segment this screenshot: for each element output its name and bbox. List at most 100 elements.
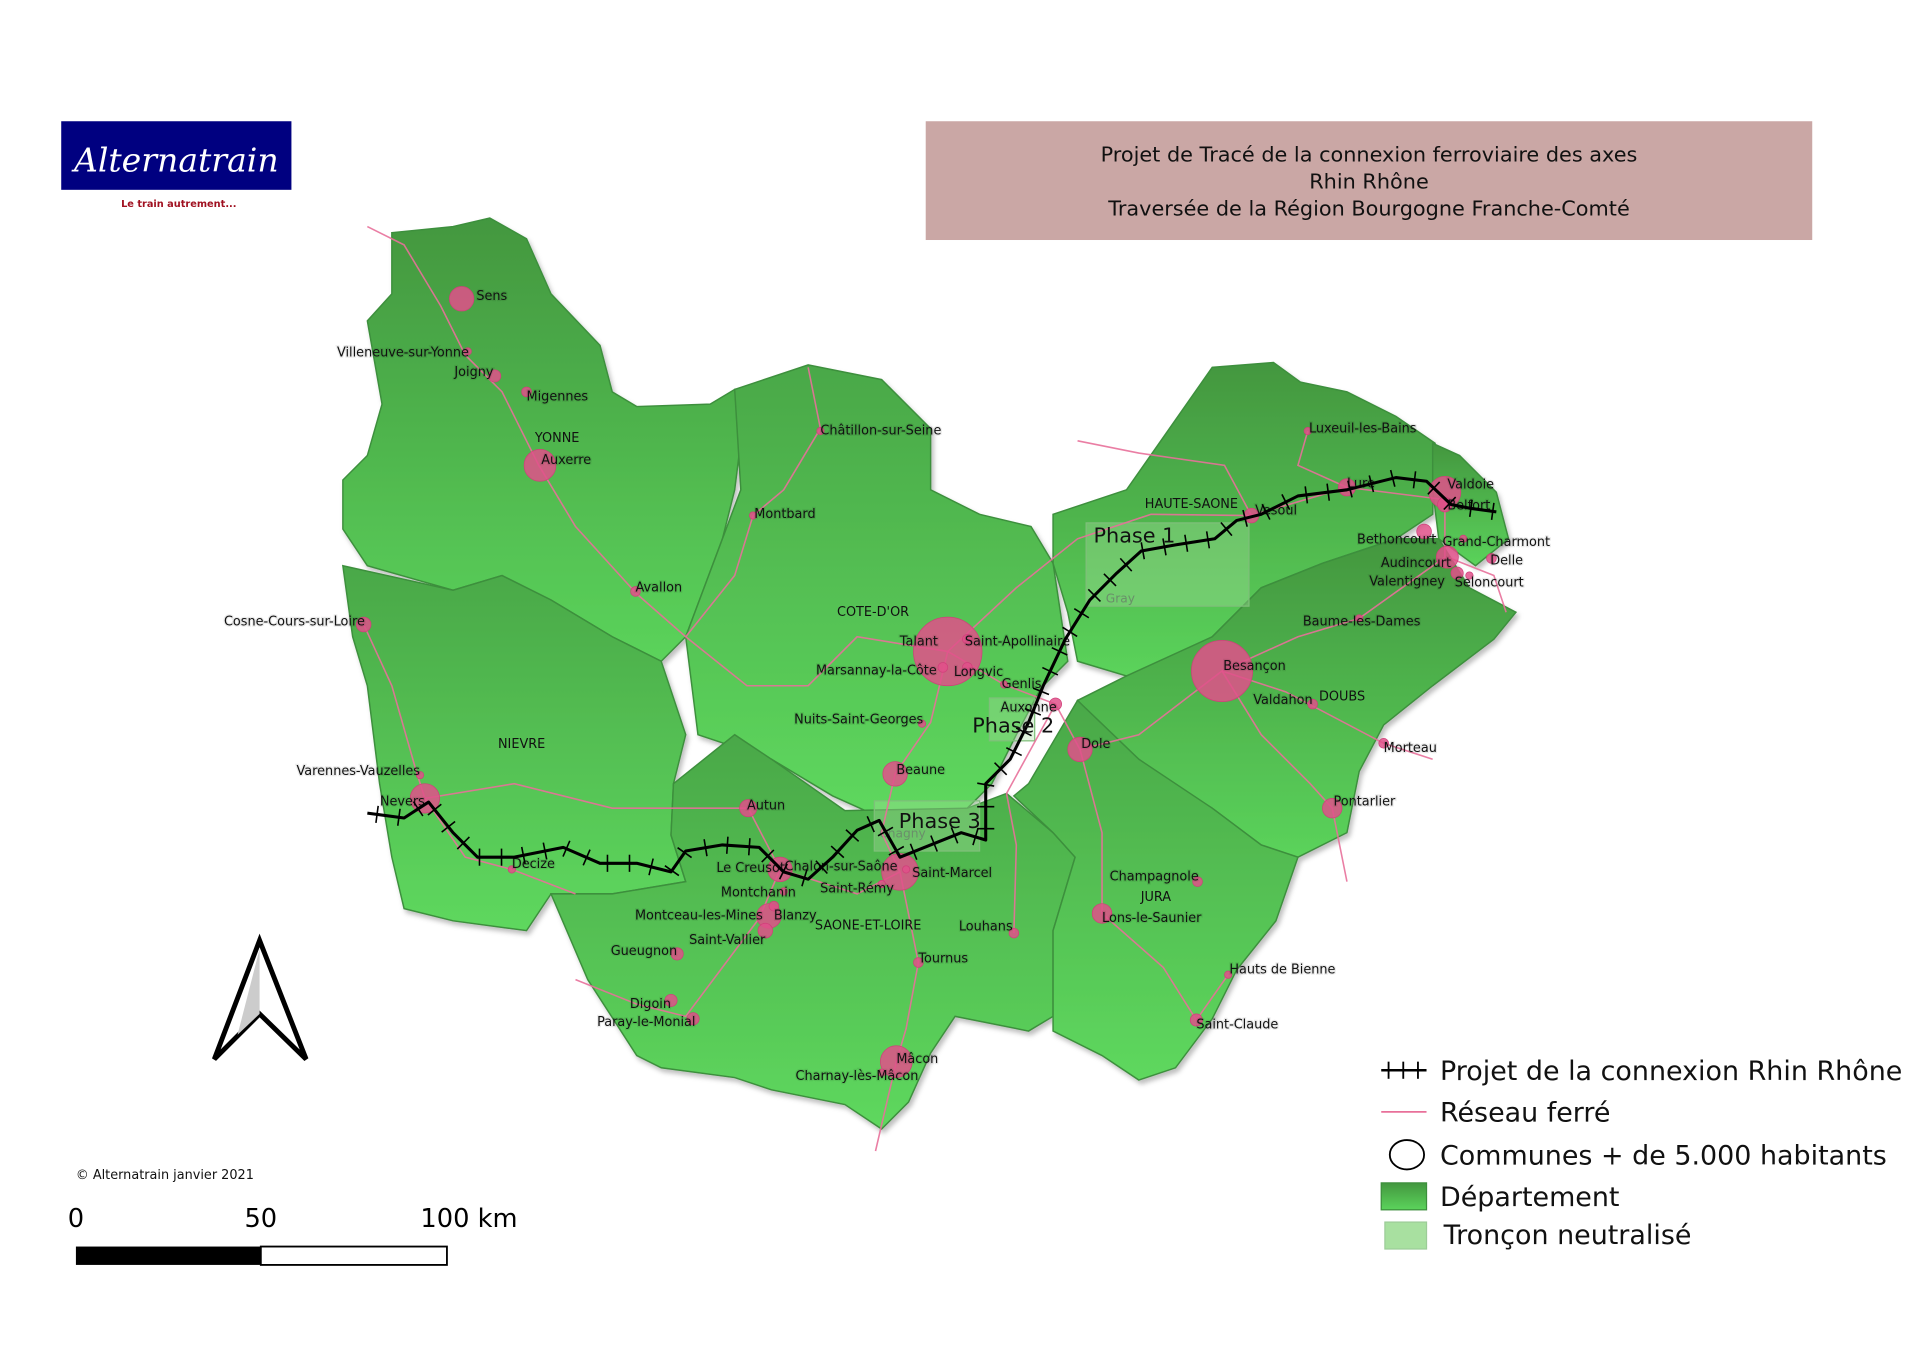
city-marker[interactable] bbox=[1486, 553, 1497, 564]
city-marker[interactable] bbox=[523, 449, 557, 482]
city-seloncourt[interactable]: Seloncourt bbox=[1453, 571, 1525, 592]
city-marker[interactable] bbox=[449, 286, 475, 312]
city-avallon[interactable]: Avallon bbox=[630, 579, 683, 597]
city-pontarlier[interactable]: Pontarlier bbox=[1322, 794, 1397, 819]
city-marker[interactable] bbox=[880, 1045, 913, 1078]
city-hauts-de-bienne[interactable]: Hauts de Bienne bbox=[1224, 961, 1337, 979]
city-marker[interactable] bbox=[415, 771, 425, 780]
city-audincourt[interactable]: Audincourt bbox=[1380, 545, 1459, 572]
city-marker[interactable] bbox=[1307, 698, 1318, 710]
city-villeneuve-sur-yonne[interactable]: Villeneuve-sur-Yonne bbox=[336, 344, 472, 362]
city-saint-apollinaire[interactable]: Saint-Apollinaire bbox=[962, 633, 1071, 651]
city-blanzy[interactable]: Blanzy bbox=[768, 900, 818, 925]
city-marker[interactable] bbox=[739, 799, 758, 818]
city-migennes[interactable]: Migennes bbox=[521, 386, 590, 406]
city-saint-claude[interactable]: Saint-Claude bbox=[1189, 1013, 1280, 1034]
city-marker[interactable] bbox=[779, 887, 788, 896]
city-saint-remy[interactable]: Saint-Rémy bbox=[819, 880, 895, 898]
city-marker[interactable] bbox=[1191, 640, 1254, 703]
city-marker[interactable] bbox=[962, 633, 973, 645]
city-marker[interactable] bbox=[670, 947, 684, 961]
city-marker[interactable] bbox=[902, 865, 911, 874]
city-marker[interactable] bbox=[1378, 738, 1389, 749]
city-marker[interactable] bbox=[355, 616, 372, 633]
city-marker[interactable] bbox=[816, 427, 825, 436]
city-chatillon-sur-seine[interactable]: Châtillon-sur-Seine bbox=[816, 422, 943, 440]
city-auxonne[interactable]: Auxonne bbox=[999, 697, 1062, 717]
city-valdahon[interactable]: Valdahon bbox=[1252, 692, 1318, 710]
city-valentigney[interactable]: Valentigney bbox=[1368, 566, 1464, 591]
city-grand-charmont[interactable]: Grand-Charmont bbox=[1441, 534, 1551, 551]
city-louhans[interactable]: Louhans bbox=[958, 918, 1020, 939]
department-saone-et-loire[interactable] bbox=[549, 733, 1076, 1130]
city-marker[interactable] bbox=[630, 586, 641, 597]
city-marker[interactable] bbox=[913, 957, 924, 968]
city-cosne-cours-sur-loire[interactable]: Cosne-Cours-sur-Loire bbox=[223, 614, 372, 633]
city-marker[interactable] bbox=[1465, 571, 1474, 580]
city-auxerre[interactable]: Auxerre bbox=[523, 449, 593, 482]
city-marker[interactable] bbox=[877, 1068, 886, 1077]
department-cote-dor[interactable] bbox=[684, 364, 1069, 819]
city-gueugnon[interactable]: Gueugnon bbox=[609, 943, 684, 961]
city-chalon-sur-saone[interactable]: Chalon-sur-Saône bbox=[783, 853, 919, 891]
city-macon[interactable]: Mâcon bbox=[880, 1045, 940, 1078]
city-marker[interactable] bbox=[1224, 970, 1233, 979]
city-marker[interactable] bbox=[1091, 903, 1113, 924]
city-luxeuil-les-bains[interactable]: Luxeuil-les-Bains bbox=[1303, 420, 1418, 437]
city-marker[interactable] bbox=[1192, 876, 1203, 887]
city-marsannay-la-cote[interactable]: Marsannay-la-Côte bbox=[815, 662, 949, 680]
city-marker[interactable] bbox=[507, 865, 516, 874]
city-marker[interactable] bbox=[882, 761, 908, 787]
city-dole[interactable]: Dole bbox=[1067, 736, 1112, 763]
city-marker[interactable] bbox=[757, 922, 774, 939]
city-marker[interactable] bbox=[768, 900, 780, 912]
city-marker[interactable] bbox=[962, 662, 973, 673]
city-montchanin[interactable]: Montchanin bbox=[720, 884, 797, 901]
city-marker[interactable] bbox=[664, 993, 678, 1007]
city-nuits-saint-georges[interactable]: Nuits-Saint-Georges bbox=[793, 711, 927, 729]
city-longvic[interactable]: Longvic bbox=[953, 662, 1004, 681]
city-marker[interactable] bbox=[749, 511, 758, 520]
city-marker[interactable] bbox=[1067, 736, 1093, 763]
department-jura[interactable] bbox=[1012, 699, 1299, 1081]
city-marker[interactable] bbox=[1459, 534, 1468, 543]
city-besancon[interactable]: Besançon bbox=[1191, 640, 1287, 703]
city-montbard[interactable]: Montbard bbox=[749, 506, 817, 523]
city-varennes-vauzelles[interactable]: Varennes-Vauzelles bbox=[295, 763, 425, 780]
city-marker[interactable] bbox=[877, 880, 886, 889]
city-marker[interactable] bbox=[521, 386, 532, 398]
city-marker[interactable] bbox=[463, 347, 472, 356]
city-delle[interactable]: Delle bbox=[1486, 552, 1524, 570]
city-tournus[interactable]: Tournus bbox=[913, 950, 970, 968]
city-marker[interactable] bbox=[1416, 523, 1432, 540]
city-marker[interactable] bbox=[1322, 798, 1343, 819]
project-line-rhin-rhone[interactable] bbox=[367, 469, 1497, 887]
city-beaune[interactable]: Beaune bbox=[882, 761, 946, 787]
city-lons-le-saunier[interactable]: Lons-le-Saunier bbox=[1091, 903, 1203, 927]
city-saint-marcel[interactable]: Saint-Marcel bbox=[902, 865, 993, 882]
city-morteau[interactable]: Morteau bbox=[1378, 738, 1438, 757]
city-marker[interactable] bbox=[1189, 1013, 1203, 1027]
project-line[interactable] bbox=[367, 476, 1497, 881]
city-autun[interactable]: Autun bbox=[739, 797, 786, 818]
city-marker[interactable] bbox=[1000, 680, 1009, 689]
city-baume-les-dames[interactable]: Baume-les-Dames bbox=[1302, 614, 1422, 631]
city-marker[interactable] bbox=[686, 1012, 700, 1026]
city-joigny[interactable]: Joigny bbox=[452, 364, 502, 383]
city-digoin[interactable]: Digoin bbox=[629, 993, 678, 1013]
city-saint-vallier[interactable]: Saint-Vallier bbox=[688, 922, 774, 949]
city-charnay-les-macon[interactable]: Charnay-lès-Mâcon bbox=[794, 1068, 919, 1085]
city-paray-le-monial[interactable]: Paray-le-Monial bbox=[596, 1012, 700, 1031]
city-marker[interactable] bbox=[1008, 927, 1020, 939]
city-marker[interactable] bbox=[1435, 545, 1459, 569]
city-marker[interactable] bbox=[918, 719, 927, 728]
city-marker[interactable] bbox=[1450, 566, 1464, 580]
city-marker[interactable] bbox=[1049, 697, 1062, 711]
city-sens[interactable]: Sens bbox=[449, 286, 509, 312]
city-marker[interactable] bbox=[881, 853, 919, 891]
city-montceau-les-mines[interactable]: Montceau-les-Mines bbox=[634, 903, 782, 929]
city-decize[interactable]: Decize bbox=[507, 856, 556, 874]
city-genlis[interactable]: Genlis bbox=[1000, 676, 1043, 693]
city-bethoncourt[interactable]: Bethoncourt bbox=[1356, 523, 1438, 549]
city-marker[interactable] bbox=[488, 369, 502, 383]
